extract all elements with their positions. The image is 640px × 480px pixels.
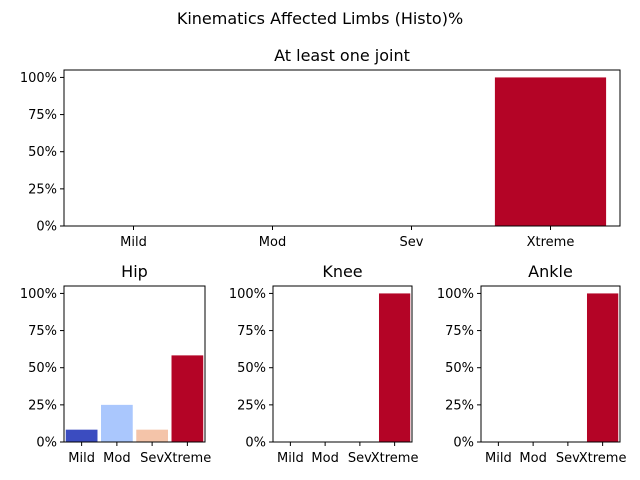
- figure-suptitle: Kinematics Affected Limbs (Histo)%: [177, 9, 463, 28]
- y-tick-label: 100%: [437, 287, 474, 302]
- x-tick-label: Sev: [348, 451, 372, 466]
- chart-title-at-least-one-joint: At least one joint: [274, 46, 410, 65]
- x-tick-label: Mod: [519, 451, 546, 466]
- y-tick-label: 100%: [20, 287, 57, 302]
- chart-title-ankle: Ankle: [528, 262, 573, 281]
- y-tick-label: 75%: [237, 324, 266, 339]
- y-tick-label: 25%: [28, 398, 57, 413]
- chart-panel-hip: Hip 0% 25% 50% 75% 100% Mild Mod Sev Xtreme: [20, 262, 211, 466]
- y-tick-label: 0%: [36, 436, 57, 451]
- x-tick-label: Xtreme: [164, 451, 212, 466]
- plot-frame-at-least-one-joint: [63, 69, 621, 227]
- y-tick-label: 75%: [28, 324, 57, 339]
- y-tick-label: 25%: [237, 398, 266, 413]
- x-tick-label: Mod: [259, 235, 286, 250]
- chart-title-hip: Hip: [121, 262, 148, 281]
- bar-knee-xtreme: [378, 293, 411, 442]
- y-tick-label: 25%: [28, 182, 57, 197]
- x-tick-label: Xtreme: [371, 451, 419, 466]
- x-tick-label: Sev: [140, 451, 164, 466]
- y-tick-label: 50%: [445, 361, 474, 376]
- x-tick-label: Xtreme: [527, 235, 575, 250]
- bar-hip-mod: [101, 404, 133, 442]
- y-tick-label: 50%: [237, 361, 266, 376]
- x-tick-label: Sev: [556, 451, 580, 466]
- y-tick-label: 50%: [28, 145, 57, 160]
- bar-at-least-one-joint-xtreme: [494, 77, 607, 226]
- y-tick-label: 75%: [445, 324, 474, 339]
- chart-panel-at-least-one-joint: At least one joint 0% 25% 50% 75% 100% Mild Mod…: [20, 46, 621, 250]
- x-tick-label: Mod: [311, 451, 338, 466]
- y-tick-label: 75%: [28, 108, 57, 123]
- bar-hip-xtreme: [171, 355, 204, 442]
- y-tick-label: 25%: [445, 398, 474, 413]
- bar-ankle-xtreme: [586, 293, 619, 442]
- x-tick-label: Mod: [103, 451, 130, 466]
- plot-frame-knee: [272, 285, 413, 443]
- y-tick-label: 0%: [245, 436, 266, 451]
- bar-hip-sev: [136, 429, 168, 442]
- x-tick-label: Mild: [120, 235, 147, 250]
- y-tick-label: 100%: [20, 71, 57, 86]
- x-tick-label: Mild: [68, 451, 95, 466]
- y-tick-label: 50%: [28, 361, 57, 376]
- y-tick-label: 0%: [36, 220, 57, 235]
- plot-frame-hip: [63, 285, 206, 443]
- x-tick-label: Mild: [485, 451, 512, 466]
- x-tick-label: Mild: [277, 451, 304, 466]
- bar-hip-mild: [65, 429, 98, 442]
- plot-frame-ankle: [480, 285, 621, 443]
- y-tick-label: 100%: [229, 287, 266, 302]
- x-tick-label: Sev: [400, 235, 424, 250]
- y-tick-label: 0%: [453, 436, 474, 451]
- chart-title-knee: Knee: [322, 262, 362, 281]
- x-tick-label: Xtreme: [579, 451, 627, 466]
